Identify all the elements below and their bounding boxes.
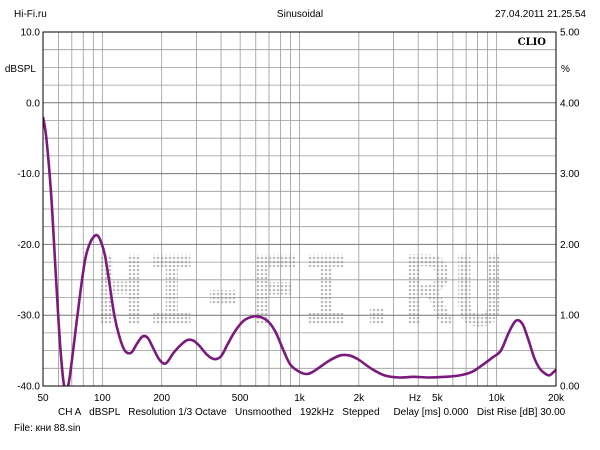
sample-rate-label: 192kHz bbox=[300, 407, 334, 418]
x-tick-label: 2k bbox=[354, 393, 366, 404]
delay-label: Delay [ms] 0.000 bbox=[393, 407, 469, 418]
y-tick-label: -20.0 bbox=[17, 240, 40, 251]
dist-rise-label: Dist Rise [dB] 30.00 bbox=[476, 407, 566, 418]
file-name: File: кни 88.sin bbox=[14, 423, 81, 434]
series-layer bbox=[43, 116, 556, 386]
y-tick-label: 0.0 bbox=[26, 98, 40, 109]
resolution-label: Resolution 1/3 Octave bbox=[128, 407, 227, 418]
plot-frame bbox=[42, 31, 557, 387]
y-tick-label: 10.0 bbox=[21, 28, 41, 39]
y2-tick-label: 1.00 bbox=[560, 311, 580, 322]
y-axis-ticks: 10.0 0.0 -10.0 -20.0 -30.0 -40.0 bbox=[17, 28, 40, 393]
x-tick-label: 500 bbox=[232, 393, 249, 404]
x-tick-label: 5k bbox=[432, 393, 444, 404]
y2-tick-label: 5.00 bbox=[560, 28, 580, 39]
y2-tick-label: 0.00 bbox=[560, 382, 580, 393]
x-tick-label: 100 bbox=[94, 393, 111, 404]
header-timestamp: 27.04.2011 21.25.54 bbox=[494, 9, 586, 20]
units-label: dBSPL bbox=[89, 407, 120, 418]
watermark-text: HI-FI.RU bbox=[95, 236, 505, 348]
y2-tick-label: 4.00 bbox=[560, 98, 580, 109]
header-site: Hi-Fi.ru bbox=[14, 9, 47, 20]
measurement-settings: CH A dBSPL Resolution 1/3 Octave Unsmoot… bbox=[58, 407, 565, 418]
x-tick-label: 50 bbox=[37, 393, 49, 404]
grid bbox=[42, 31, 557, 387]
sweep-mode-label: Stepped bbox=[342, 407, 380, 418]
series-line bbox=[43, 116, 556, 386]
y-tick-label: -40.0 bbox=[17, 382, 40, 393]
watermark: HI-FI.RU bbox=[95, 236, 505, 348]
y2-tick-label: 3.00 bbox=[560, 169, 580, 180]
header-title: Sinusoidal bbox=[276, 9, 324, 20]
x-tick-label: 1k bbox=[294, 393, 306, 404]
x-tick-label: 20k bbox=[548, 393, 565, 404]
clio-logo: CLIO bbox=[518, 37, 547, 48]
x-axis-ticks: 50 100 200 500 1k 2k 5k 10k 20k bbox=[37, 393, 565, 404]
smoothing-label: Unsmoothed bbox=[234, 407, 292, 418]
channel-label: CH A bbox=[58, 407, 81, 418]
y-tick-label: -30.0 bbox=[17, 311, 40, 322]
y-axis-label: dBSPL bbox=[5, 64, 37, 75]
y-tick-label: -10.0 bbox=[17, 169, 40, 180]
x-tick-label: 10k bbox=[489, 393, 506, 404]
x-axis-label: Hz bbox=[409, 393, 421, 404]
y2-tick-label: 2.00 bbox=[560, 240, 580, 251]
y2-axis-label: % bbox=[561, 64, 570, 75]
x-tick-label: 200 bbox=[153, 393, 170, 404]
y2-axis-ticks: 5.00 4.00 3.00 2.00 1.00 0.00 bbox=[560, 28, 580, 393]
